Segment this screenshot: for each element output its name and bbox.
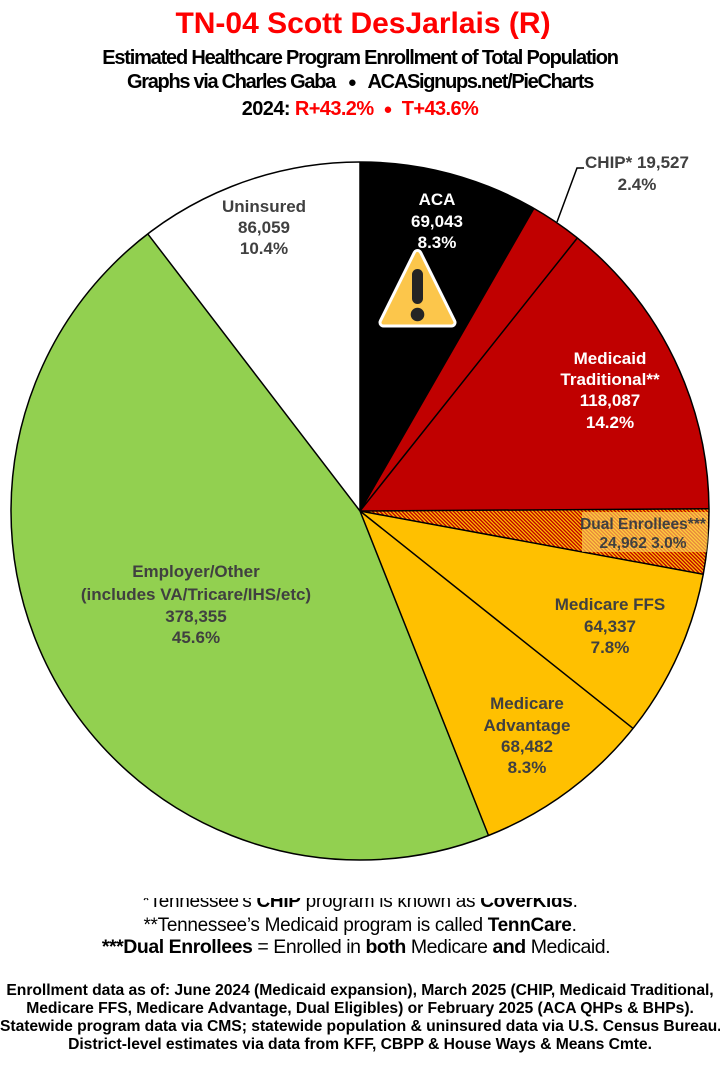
svg-text:45.6%: 45.6% <box>172 628 220 647</box>
svg-text:64,337: 64,337 <box>584 617 636 636</box>
svg-text:Uninsured: Uninsured <box>222 197 306 216</box>
svg-text:ACA: ACA <box>419 190 456 209</box>
svg-text:7.8%: 7.8% <box>591 638 630 657</box>
svg-text:Employer/Other: Employer/Other <box>132 562 260 581</box>
svg-text:Medicaid: Medicaid <box>574 349 647 368</box>
svg-text:Advantage: Advantage <box>484 716 571 735</box>
svg-text:69,043: 69,043 <box>411 212 463 231</box>
svg-text:24,962 3.0%: 24,962 3.0% <box>599 535 686 552</box>
svg-text:(includes VA/Tricare/IHS/etc): (includes VA/Tricare/IHS/etc) <box>81 585 311 604</box>
svg-text:118,087: 118,087 <box>580 391 641 410</box>
svg-text:14.2%: 14.2% <box>586 413 634 432</box>
svg-text:8.3%: 8.3% <box>418 233 457 252</box>
svg-text:CHIP* 19,527: CHIP* 19,527 <box>585 153 689 172</box>
svg-text:378,355: 378,355 <box>165 607 226 626</box>
svg-text:8.3%: 8.3% <box>508 758 547 777</box>
svg-text:Traditional**: Traditional** <box>560 370 660 389</box>
svg-text:Medicare: Medicare <box>490 694 564 713</box>
svg-text:2.4%: 2.4% <box>618 175 657 194</box>
svg-text:10.4%: 10.4% <box>240 239 288 258</box>
svg-text:Medicare FFS: Medicare FFS <box>555 595 666 614</box>
svg-text:68,482: 68,482 <box>501 737 553 756</box>
svg-text:86,059: 86,059 <box>238 218 290 237</box>
svg-text:Dual Enrollees***: Dual Enrollees*** <box>580 516 707 533</box>
